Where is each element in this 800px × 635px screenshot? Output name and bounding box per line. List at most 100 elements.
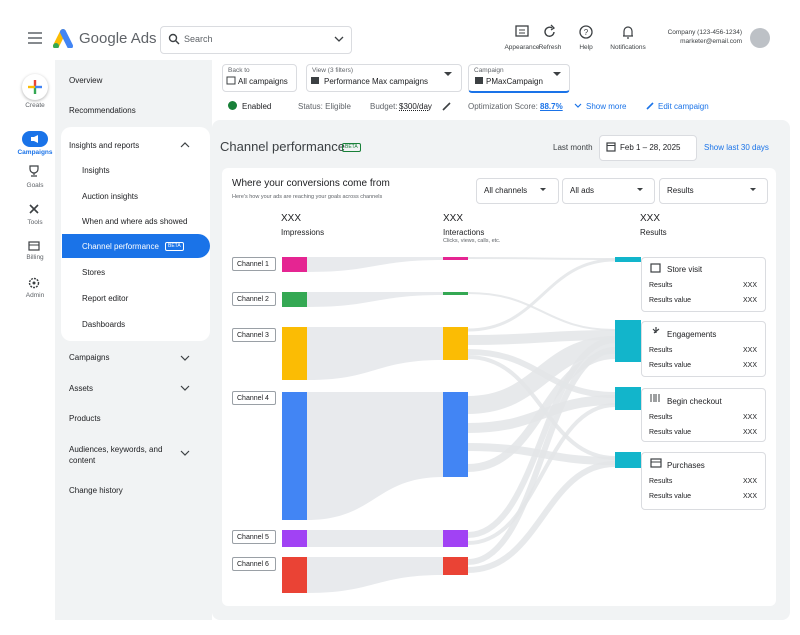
menu-icon[interactable]: [28, 32, 42, 44]
rail-label[interactable]: Campaigns: [17, 149, 53, 156]
flows-second: [467, 257, 616, 573]
filter-label: View (3 filters): [312, 67, 354, 74]
show-more[interactable]: Show more: [586, 102, 627, 111]
result-card: [641, 321, 766, 377]
help-icon[interactable]: ?: [578, 24, 594, 40]
result-icons: [650, 263, 662, 468]
result-row-label: Results value: [649, 297, 692, 304]
status-dot: [228, 101, 237, 110]
result-row-label: Results: [649, 478, 673, 485]
filter-chip[interactable]: [468, 64, 570, 93]
nav-item[interactable]: Stores: [82, 268, 106, 277]
notifications-icon[interactable]: [620, 24, 636, 40]
result-title: Engagements: [667, 330, 717, 339]
nav-item[interactable]: Recommendations: [69, 106, 136, 115]
filter-label: Back to: [228, 67, 250, 74]
search-box[interactable]: [160, 26, 352, 54]
column-note: Clicks, views, calls, etc.: [443, 238, 501, 244]
rail-label[interactable]: Tools: [27, 219, 43, 226]
budget[interactable]: $300/day: [399, 102, 432, 111]
filter-value: All campaigns: [238, 77, 288, 86]
result-row-value: XXX: [742, 282, 757, 289]
rail-label[interactable]: Billing: [26, 254, 44, 261]
refresh-icon[interactable]: [542, 24, 558, 40]
pencil: [646, 102, 654, 110]
impression-bars: [282, 257, 307, 593]
calendar-icon: [606, 142, 616, 152]
nav-item[interactable]: Auction insights: [82, 192, 139, 201]
campaign-state[interactable]: Enabled: [242, 102, 272, 111]
tools-icon: [29, 204, 39, 214]
result-row-value: XXX: [742, 347, 757, 354]
date-label: Last month: [553, 143, 593, 152]
goals-icon: [29, 165, 39, 177]
dropdown[interactable]: [659, 178, 768, 204]
nav-section-title[interactable]: Insights and reports: [69, 141, 140, 150]
column-value: XXX: [443, 213, 464, 224]
flows-first: [307, 257, 443, 593]
column-value: XXX: [640, 213, 661, 224]
action-label[interactable]: Appearance: [504, 44, 540, 51]
search-placeholder: Search: [184, 34, 213, 44]
nav-active: [62, 234, 210, 258]
chip-icon: [475, 77, 483, 84]
filter-chip[interactable]: [306, 64, 462, 92]
show-last[interactable]: Show last 30 days: [704, 143, 769, 152]
result-title: Purchases: [667, 461, 705, 470]
chevron: [574, 103, 582, 108]
action-label[interactable]: Notifications: [610, 44, 646, 51]
chevrons: [180, 355, 190, 391]
logo: [53, 29, 73, 48]
budget-label: Budget:: [370, 102, 398, 111]
filter-value: Performance Max campaigns: [324, 77, 429, 86]
edit-icon[interactable]: [442, 101, 452, 111]
beta-badge: BETA: [342, 143, 361, 152]
nav-item[interactable]: Products: [69, 414, 101, 423]
rail-label[interactable]: Admin: [25, 292, 45, 299]
column-label: Interactions: [443, 228, 485, 237]
result-row-label: Results value: [649, 429, 692, 436]
action-label[interactable]: Refresh: [538, 44, 562, 51]
svg-text:?: ?: [584, 28, 589, 37]
result-card: [641, 452, 766, 510]
result-row-value: XXX: [742, 297, 757, 304]
result-bars: [615, 257, 641, 468]
nav-item[interactable]: Overview: [69, 76, 103, 85]
channel-label: Channel 6: [232, 557, 276, 571]
dropdown[interactable]: [562, 178, 655, 204]
nav-item[interactable]: Audiences, keywords, and content: [69, 445, 163, 465]
result-row-label: Results: [649, 347, 673, 354]
result-row-label: Results: [649, 282, 673, 289]
channel-label: Channel 2: [232, 292, 276, 306]
plus-icon: [28, 80, 42, 94]
channel-label: Channel 3: [232, 328, 276, 342]
nav-item[interactable]: Dashboards: [82, 320, 126, 329]
chevron: [444, 72, 452, 76]
edit-campaign[interactable]: Edit campaign: [658, 102, 709, 111]
nav-item[interactable]: Insights: [82, 166, 110, 175]
avatar[interactable]: [750, 28, 770, 48]
rail-label[interactable]: Goals: [26, 182, 44, 189]
billing-icon: [28, 241, 40, 251]
nav-item[interactable]: Report editor: [82, 294, 129, 303]
channel-label: Channel 4: [232, 391, 276, 405]
nav-item[interactable]: Channel performance: [82, 242, 159, 251]
chevron: [180, 450, 190, 456]
account-email: marketer@email.com: [680, 38, 742, 45]
nav-item[interactable]: Campaigns: [69, 353, 110, 362]
campaigns-icon: [31, 135, 38, 143]
dropdown-label: Results: [667, 186, 694, 195]
result-card: [641, 257, 766, 312]
nav-item[interactable]: Assets: [69, 384, 94, 393]
chip-icons: [226, 76, 236, 85]
appearance-icon[interactable]: [514, 24, 530, 40]
rail-label[interactable]: Create: [25, 102, 45, 109]
dropdown[interactable]: [476, 178, 559, 204]
action-label[interactable]: Help: [579, 44, 593, 51]
filter-label: Campaign: [474, 67, 504, 74]
nav-item[interactable]: When and where ads showed: [82, 217, 188, 226]
result-title: Begin checkout: [667, 397, 722, 406]
nav-item[interactable]: Change history: [69, 486, 123, 495]
optimization-score[interactable]: 88.7%: [540, 102, 563, 111]
result-row-value: XXX: [742, 362, 757, 369]
